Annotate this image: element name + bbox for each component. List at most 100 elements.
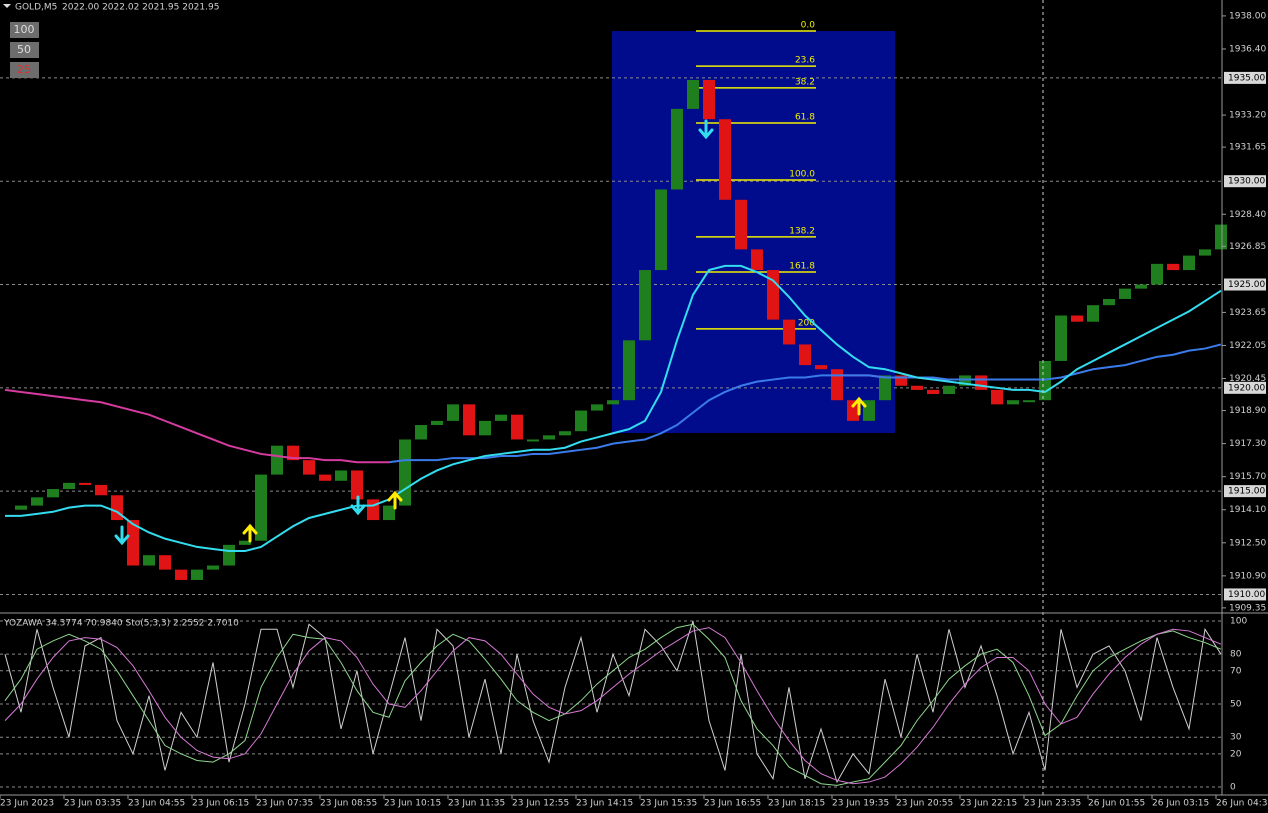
candle — [399, 439, 411, 506]
candle — [271, 445, 283, 475]
candle — [239, 540, 251, 545]
candle — [47, 489, 59, 498]
y-tick-label: 1933.20 — [1229, 111, 1266, 121]
price-level-box — [1224, 588, 1266, 601]
y-tick-label: 1926.85 — [1229, 242, 1266, 252]
zoom-button-label: 50 — [17, 43, 31, 56]
candle — [319, 474, 331, 481]
candle — [559, 431, 571, 436]
y-tick-label: 80 — [1230, 650, 1242, 660]
candle — [79, 482, 91, 485]
x-tick-label: 23 Jun 22:15 — [960, 799, 1017, 809]
oscillator-line — [4, 623, 1222, 786]
y-tick-label: 1920.45 — [1229, 374, 1266, 384]
candle — [799, 344, 811, 366]
y-tick-label: 1936.40 — [1229, 44, 1266, 54]
x-tick-label: 23 Jun 18:15 — [768, 799, 825, 809]
candle — [511, 414, 523, 440]
price-level-box — [1224, 278, 1266, 291]
price-level-label: 1925.00 — [1228, 280, 1265, 290]
y-tick-label: 1910.90 — [1229, 571, 1266, 581]
y-tick-label: 70 — [1230, 666, 1242, 676]
y-tick-label: 30 — [1230, 733, 1242, 743]
price-level-label: 1910.00 — [1228, 590, 1265, 600]
candle — [223, 544, 235, 566]
candle — [895, 375, 907, 386]
x-tick-label: 23 Jun 23:35 — [1024, 799, 1081, 809]
candle — [1135, 284, 1147, 289]
fib-label: 161.8 — [789, 262, 815, 272]
y-tick-label: 1938.00 — [1229, 11, 1266, 21]
candle — [159, 555, 171, 570]
candle — [463, 404, 475, 436]
zoom-button[interactable] — [10, 22, 39, 38]
x-tick-label: 26 Jun 04:35 — [1216, 799, 1268, 809]
candle — [1167, 263, 1179, 271]
candle — [335, 470, 347, 481]
zoom-button-label: 25 — [17, 63, 31, 76]
candle — [719, 119, 731, 200]
price-level-label: 1915.00 — [1228, 487, 1265, 497]
candle — [991, 389, 1003, 405]
y-tick-label: 1931.65 — [1229, 143, 1266, 153]
price-level-box — [1224, 381, 1266, 394]
candle — [495, 414, 507, 421]
y-tick-label: 0 — [1230, 783, 1236, 793]
candle — [431, 420, 443, 426]
buy-arrow — [387, 490, 403, 510]
candle — [1151, 263, 1163, 285]
candle — [287, 445, 299, 461]
price-level-box — [1224, 485, 1266, 498]
candle — [655, 189, 667, 271]
candle — [879, 375, 891, 401]
zoom-button-label: 100 — [14, 23, 35, 36]
x-tick-label: 23 Jun 04:55 — [128, 799, 185, 809]
y-tick-label: 1914.10 — [1229, 505, 1266, 515]
candle — [303, 460, 315, 475]
indicator-title: YOZAWA 34.3774 70.9840 Sto(5,3,3) 2.2552… — [3, 619, 239, 629]
x-tick-label: 23 Jun 08:55 — [320, 799, 377, 809]
fib-label: 38.2 — [795, 77, 815, 87]
x-tick-label: 26 Jun 01:55 — [1088, 799, 1145, 809]
candle — [1087, 305, 1099, 322]
y-tick-label: 100 — [1230, 616, 1247, 626]
candle — [575, 410, 587, 432]
y-tick-label: 1909.35 — [1229, 603, 1266, 613]
candle — [943, 385, 955, 395]
buy-arrow — [242, 523, 258, 543]
x-tick-label: 23 Jun 12:55 — [512, 799, 569, 809]
fib-label: 61.8 — [795, 113, 815, 123]
candle — [1007, 400, 1019, 405]
candle — [1119, 288, 1131, 299]
candle — [1199, 249, 1211, 256]
y-tick-label: 50 — [1230, 700, 1242, 710]
zoom-button[interactable] — [10, 42, 39, 58]
candle — [831, 369, 843, 401]
y-tick-label: 1922.05 — [1229, 341, 1266, 351]
sell-arrow — [698, 119, 714, 140]
zoom-button[interactable] — [10, 62, 39, 78]
candle — [175, 569, 187, 580]
x-tick-label: 23 Jun 06:15 — [192, 799, 249, 809]
price-level-label: 1930.00 — [1228, 177, 1265, 187]
candle — [15, 505, 27, 510]
fib-label: 200 — [798, 318, 815, 328]
candle — [1039, 360, 1051, 401]
candle — [703, 79, 715, 120]
fib-label: 23.6 — [795, 56, 815, 66]
plot-layer: 0.0 23.6 38.2 61.8 100.0 138.2 161.8 200 — [0, 20, 1227, 788]
candle — [639, 270, 651, 341]
candle — [143, 555, 155, 566]
x-tick-label: 23 Jun 10:15 — [384, 799, 441, 809]
candle — [111, 495, 123, 521]
candle — [623, 340, 635, 401]
x-tick-label: 23 Jun 15:35 — [640, 799, 697, 809]
candle — [687, 79, 699, 109]
candle — [863, 400, 875, 421]
candle — [479, 420, 491, 436]
menu-triangle[interactable] — [3, 4, 11, 8]
symbol: GOLD,M5 — [15, 3, 57, 13]
candle — [959, 375, 971, 386]
fib-label: 100.0 — [789, 169, 815, 179]
